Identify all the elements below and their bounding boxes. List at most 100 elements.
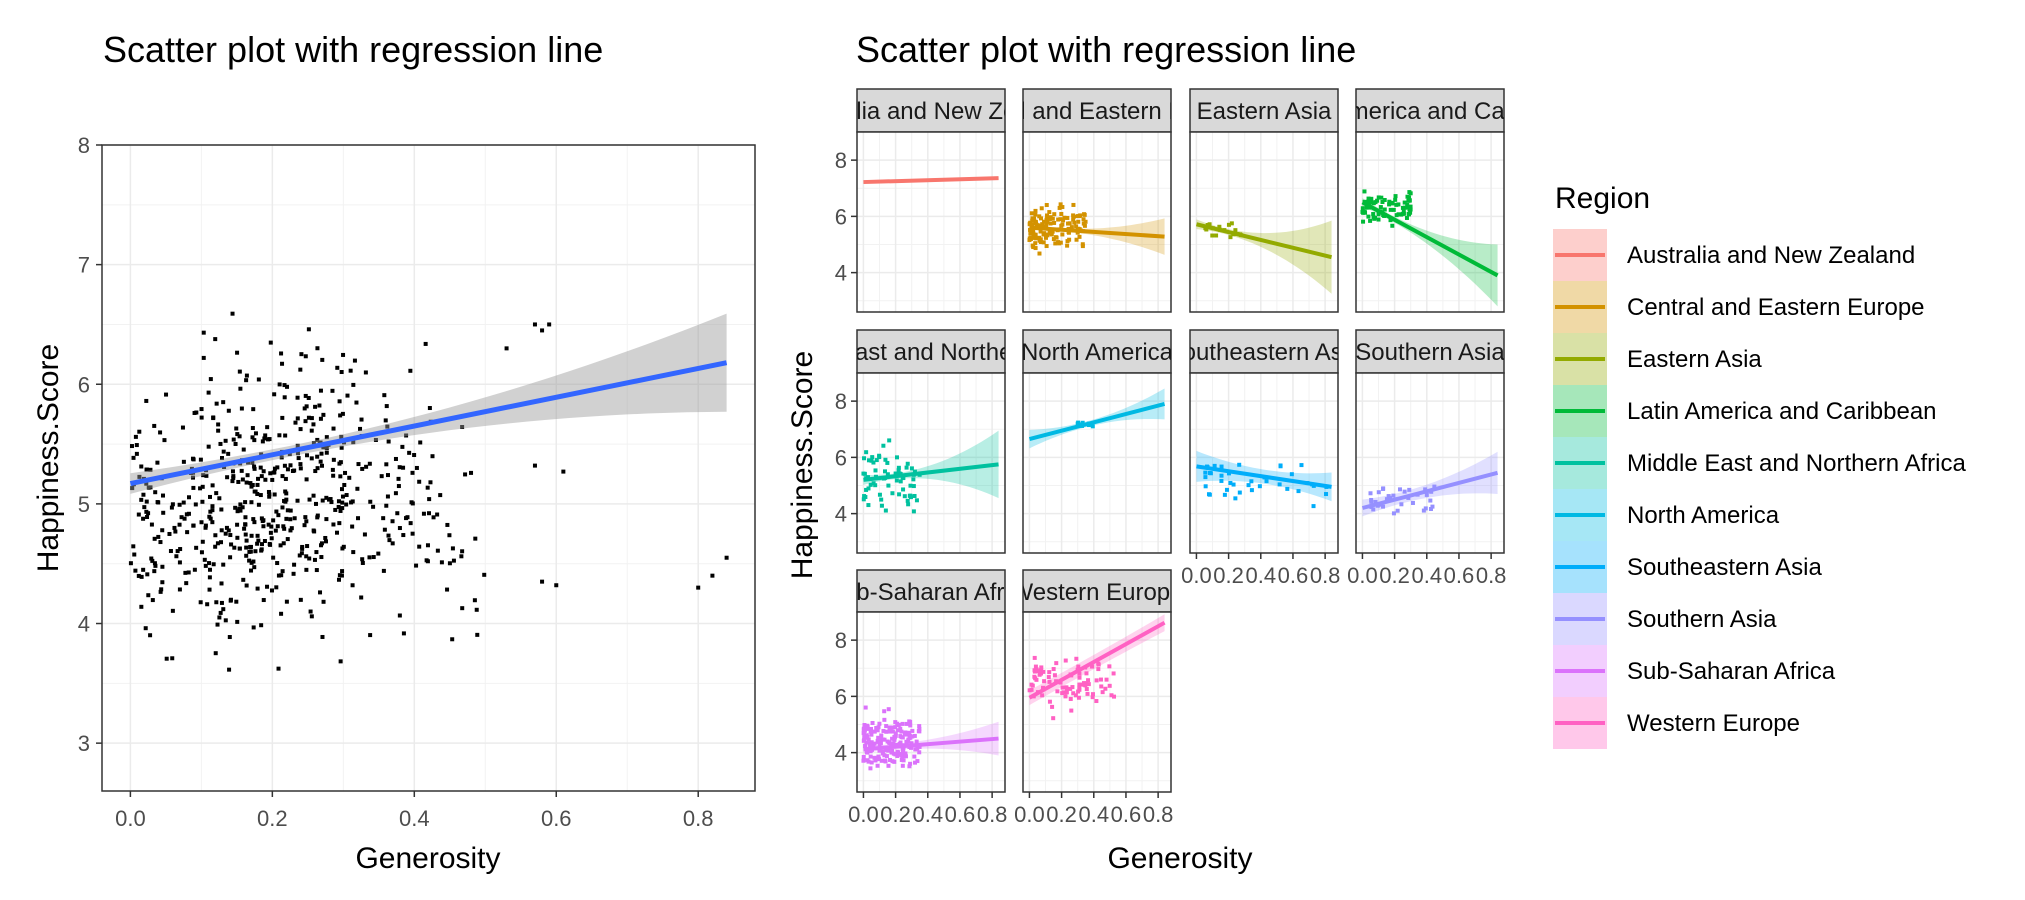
- data-point: [299, 427, 303, 431]
- data-point: [259, 549, 263, 553]
- data-point: [243, 515, 247, 519]
- facet-data-point: [906, 740, 910, 744]
- y-tick-label: 8: [78, 133, 90, 158]
- data-point: [414, 564, 418, 568]
- data-point: [384, 418, 388, 422]
- facet-data-point: [890, 491, 894, 495]
- data-point: [386, 494, 390, 498]
- data-point: [400, 445, 404, 449]
- facet-data-point: [878, 493, 882, 497]
- data-point: [448, 561, 452, 565]
- facet-data-point: [863, 734, 867, 738]
- data-point: [394, 457, 398, 461]
- facet-data-point: [1258, 484, 1262, 488]
- facet-data-point: [1047, 670, 1051, 674]
- legend-title: Region: [1555, 182, 1650, 215]
- legend-item-label: Central and Eastern Europe: [1627, 294, 1925, 321]
- facet-data-point: [1371, 212, 1375, 216]
- facet-data-point: [1103, 687, 1107, 691]
- data-point: [214, 491, 218, 495]
- facet-data-point: [1209, 471, 1213, 475]
- facet-data-point: [1058, 206, 1062, 210]
- facet-data-point: [1429, 507, 1433, 511]
- data-point: [241, 578, 245, 582]
- data-point: [228, 635, 232, 639]
- data-point: [386, 534, 390, 538]
- facet-data-point: [1091, 692, 1095, 696]
- data-point: [344, 503, 348, 507]
- data-point: [255, 492, 259, 496]
- data-point: [262, 469, 266, 473]
- data-point: [426, 543, 430, 547]
- right-x-axis-label: Generosity: [1107, 842, 1252, 875]
- facet-data-point: [881, 444, 885, 448]
- facet-data-point: [1203, 475, 1207, 479]
- data-point: [364, 370, 368, 374]
- facet-data-point: [1031, 684, 1035, 688]
- facet-data-point: [1407, 212, 1411, 216]
- facet-data-point: [901, 735, 905, 739]
- facet-x-tick-label: 0.4: [1078, 802, 1109, 827]
- facet-data-point: [1040, 206, 1044, 210]
- facet-data-point: [1225, 488, 1229, 492]
- facet-data-point: [864, 488, 868, 492]
- data-point: [300, 551, 304, 555]
- data-point: [422, 512, 426, 516]
- data-point: [394, 491, 398, 495]
- data-point: [282, 527, 286, 531]
- data-point: [150, 523, 154, 527]
- data-point: [337, 462, 341, 466]
- data-point: [192, 524, 196, 528]
- facet-data-point: [908, 723, 912, 727]
- data-point: [368, 462, 372, 466]
- data-point: [245, 584, 249, 588]
- data-point: [208, 510, 212, 514]
- data-point: [205, 602, 209, 606]
- facet-data-point: [1041, 670, 1045, 674]
- facet-data-point: [1078, 235, 1082, 239]
- data-point: [331, 474, 335, 478]
- data-point: [263, 433, 267, 437]
- facet-data-point: [1108, 684, 1112, 688]
- data-point: [260, 542, 264, 546]
- facet-data-point: [1362, 189, 1366, 193]
- data-point: [199, 600, 203, 604]
- data-point: [324, 539, 328, 543]
- data-point: [554, 583, 558, 587]
- data-point: [450, 637, 454, 641]
- facet-data-point: [1059, 212, 1063, 216]
- data-point: [148, 633, 152, 637]
- data-point: [235, 523, 239, 527]
- data-point: [342, 483, 346, 487]
- facet-data-point: [1072, 221, 1076, 225]
- facet-data-point: [1042, 679, 1046, 683]
- data-point: [382, 393, 386, 397]
- facet-data-point: [888, 725, 892, 729]
- data-point: [161, 511, 165, 515]
- data-point: [140, 575, 144, 579]
- data-point: [338, 399, 342, 403]
- facet-data-point: [872, 481, 876, 485]
- data-point: [387, 440, 391, 444]
- facet-data-point: [1069, 697, 1073, 701]
- facet-data-point: [1054, 661, 1058, 665]
- facet-data-point: [1210, 234, 1214, 238]
- y-tick-label: 3: [78, 731, 90, 756]
- data-point: [139, 464, 143, 468]
- data-point: [152, 569, 156, 573]
- facet-data-point: [906, 502, 910, 506]
- data-point: [367, 555, 371, 559]
- left-scatter-chart: Scatter plot with regression line Genero…: [32, 29, 755, 875]
- facet-data-point: [1053, 673, 1057, 677]
- data-point: [304, 419, 308, 423]
- facet-data-point: [885, 754, 889, 758]
- data-point: [171, 609, 175, 613]
- facet-data-point: [1411, 501, 1415, 505]
- data-point: [361, 561, 365, 565]
- data-point: [452, 559, 456, 563]
- data-point: [256, 534, 260, 538]
- facet-data-point: [1072, 215, 1076, 219]
- facet-y-tick-label: 6: [835, 445, 847, 470]
- data-point: [363, 532, 367, 536]
- data-point: [319, 417, 323, 421]
